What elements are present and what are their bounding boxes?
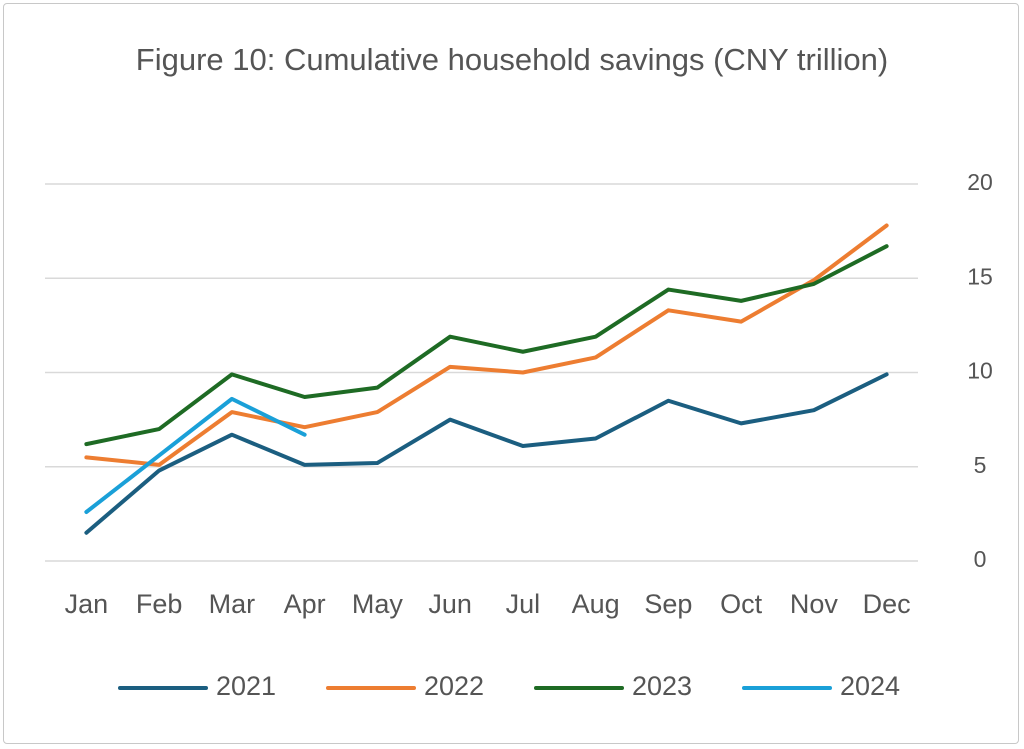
chart-frame xyxy=(3,3,1019,744)
x-tick-label: Jun xyxy=(428,589,472,619)
x-tick-label: Aug xyxy=(572,589,620,619)
y-tick-label: 5 xyxy=(974,452,987,478)
x-tick-label: Feb xyxy=(136,589,183,619)
x-tick-label: Jan xyxy=(65,589,109,619)
x-tick-label: Jul xyxy=(506,589,541,619)
y-tick-label: 20 xyxy=(967,169,993,195)
legend-label: 2021 xyxy=(216,671,276,701)
series-line xyxy=(84,223,889,467)
chart-title: Figure 10: Cumulative household savings … xyxy=(135,42,889,77)
x-tick-label: Apr xyxy=(284,589,326,619)
x-tick-label: Nov xyxy=(790,589,839,619)
series-line xyxy=(84,396,307,514)
x-tick-label: Mar xyxy=(209,589,256,619)
x-tick-label: Oct xyxy=(720,589,763,619)
legend-label: 2022 xyxy=(424,671,484,701)
x-tick-label: Dec xyxy=(863,589,911,619)
y-tick-label: 0 xyxy=(974,546,987,572)
x-tick-label: Sep xyxy=(644,589,692,619)
series-line xyxy=(84,244,889,447)
y-tick-label: 10 xyxy=(967,358,993,384)
y-tick-label: 15 xyxy=(967,263,993,289)
legend-label: 2023 xyxy=(632,671,692,701)
legend-label: 2024 xyxy=(840,671,900,701)
x-tick-label: May xyxy=(352,589,404,619)
series-line xyxy=(84,372,889,535)
